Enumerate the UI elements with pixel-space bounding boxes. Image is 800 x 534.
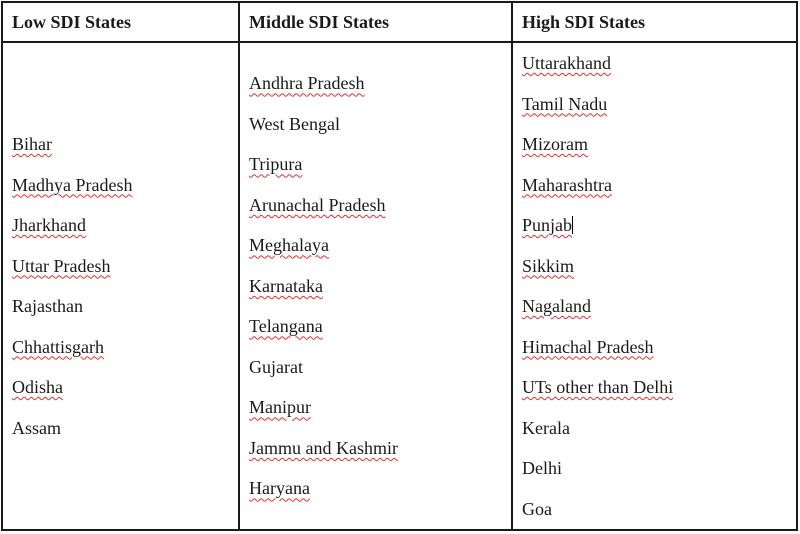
high-sdi-cell[interactable]: Uttarakhand Tamil Nadu Mizoram Maharashtra P… bbox=[511, 41, 798, 531]
state-item: Karnataka bbox=[249, 266, 511, 307]
state-name: Jharkhand bbox=[12, 215, 86, 235]
state-name: Chhattisgarh bbox=[12, 336, 104, 357]
state-item: Delhi bbox=[522, 448, 796, 489]
state-name: Jammu and Kashmir bbox=[249, 437, 398, 458]
state-item: Kerala bbox=[522, 408, 796, 449]
state-item: Gujarat bbox=[249, 347, 511, 388]
header-low-sdi: Low SDI States bbox=[1, 1, 240, 43]
state-name: Himachal Pradesh bbox=[522, 336, 654, 357]
state-name: Nagaland bbox=[522, 296, 591, 316]
state-item: Meghalaya bbox=[249, 225, 511, 266]
state-item: Odisha bbox=[12, 367, 238, 408]
text-cursor bbox=[572, 216, 574, 234]
state-item: Rajasthan bbox=[12, 286, 238, 327]
state-item: Goa bbox=[522, 489, 796, 530]
state-name: Rajasthan bbox=[12, 296, 83, 316]
state-name: Manipur bbox=[249, 397, 311, 418]
state-item: Madhya Pradesh bbox=[12, 165, 238, 206]
state-name: Uttarakhand bbox=[522, 53, 611, 73]
state-name: UTs other than Delhi bbox=[522, 377, 674, 397]
state-name: Assam bbox=[12, 417, 61, 438]
state-item: Himachal Pradesh bbox=[522, 327, 796, 368]
state-name: Uttar Pradesh bbox=[12, 255, 111, 276]
state-name: Meghalaya bbox=[249, 235, 329, 256]
state-item: Jharkhand bbox=[12, 205, 238, 246]
state-item: Jammu and Kashmir bbox=[249, 428, 511, 469]
header-high-sdi: High SDI States bbox=[511, 1, 798, 43]
state-item: Andhra Pradesh bbox=[249, 63, 511, 104]
state-item: Bihar bbox=[12, 124, 238, 165]
state-name: Bihar bbox=[12, 134, 52, 154]
state-name: Punjab bbox=[522, 215, 573, 235]
state-name: Mizoram bbox=[522, 134, 588, 154]
state-item: Tamil Nadu bbox=[522, 84, 796, 125]
state-item: Sikkim bbox=[522, 246, 796, 287]
state-item: Arunachal Pradesh bbox=[249, 185, 511, 226]
middle-sdi-cell[interactable]: Andhra Pradesh West Bengal Tripura Arunacha… bbox=[238, 41, 513, 531]
state-item: West Bengal bbox=[249, 104, 511, 145]
state-item: Uttar Pradesh bbox=[12, 246, 238, 287]
state-name: Tripura bbox=[249, 154, 303, 175]
state-item: Mizoram bbox=[522, 124, 796, 165]
state-name: Delhi bbox=[522, 458, 562, 478]
state-item: Manipur bbox=[249, 387, 511, 428]
state-name: Arunachal Pradesh bbox=[249, 194, 386, 215]
state-item: Nagaland bbox=[522, 286, 796, 327]
state-item: Haryana bbox=[249, 468, 511, 509]
state-name: Goa bbox=[522, 498, 552, 519]
state-item: Uttarakhand bbox=[522, 43, 796, 84]
state-name: Andhra Pradesh bbox=[249, 73, 365, 94]
state-name: Telangana bbox=[249, 316, 323, 337]
state-name: Haryana bbox=[249, 478, 310, 499]
state-item: UTs other than Delhi bbox=[522, 367, 796, 408]
state-name: Tamil Nadu bbox=[522, 93, 608, 114]
state-name: Maharashtra bbox=[522, 174, 612, 195]
header-row: Low SDI States Middle SDI States High SD… bbox=[1, 1, 798, 43]
state-name: Sikkim bbox=[522, 255, 575, 276]
low-sdi-cell[interactable]: Bihar Madhya Pradesh Jharkhand Uttar Prades… bbox=[1, 41, 240, 531]
state-name: Kerala bbox=[522, 417, 570, 438]
state-name: Karnataka bbox=[249, 275, 323, 296]
body-row: Bihar Madhya Pradesh Jharkhand Uttar Prades… bbox=[1, 41, 798, 531]
state-item: Tripura bbox=[249, 144, 511, 185]
state-item: Assam bbox=[12, 408, 238, 449]
state-name: Madhya Pradesh bbox=[12, 174, 133, 195]
state-name: West Bengal bbox=[249, 113, 341, 134]
state-item: Telangana bbox=[249, 306, 511, 347]
header-middle-sdi: Middle SDI States bbox=[238, 1, 513, 43]
state-item: Maharashtra bbox=[522, 165, 796, 206]
state-name: Gujarat bbox=[249, 356, 303, 377]
state-item: Punjab bbox=[522, 205, 796, 246]
state-name: Odisha bbox=[12, 377, 63, 397]
state-item: Chhattisgarh bbox=[12, 327, 238, 368]
